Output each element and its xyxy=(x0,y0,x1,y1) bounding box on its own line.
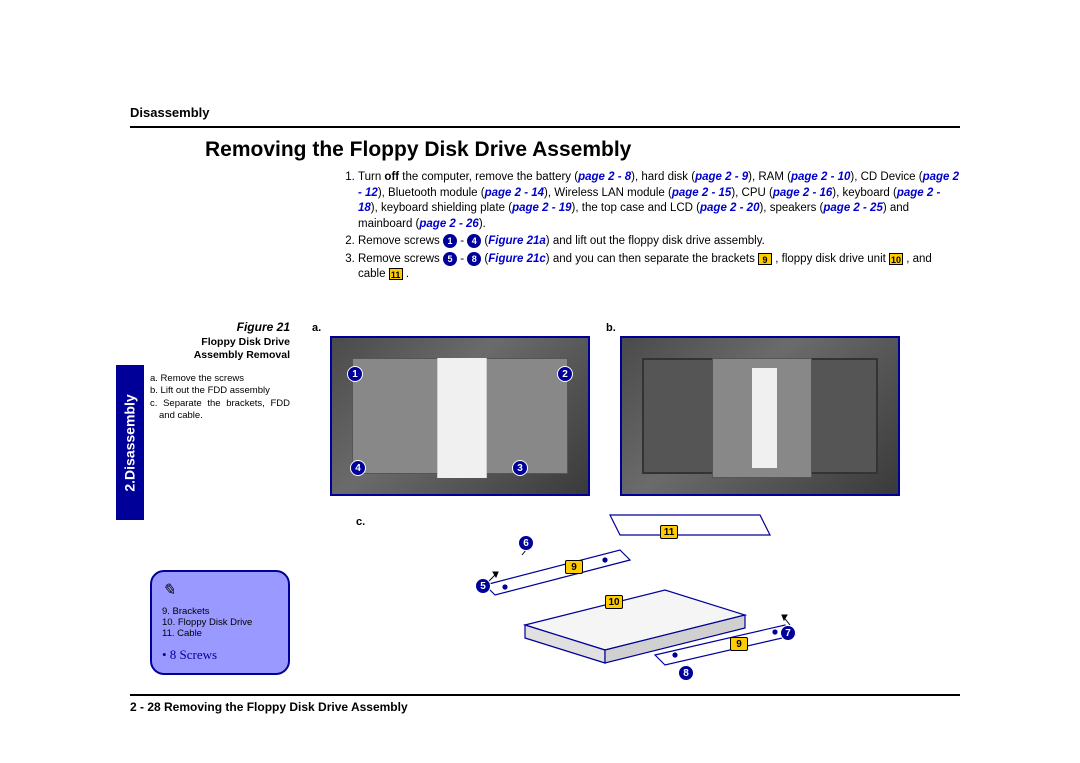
page-link[interactable]: page 2 - 25 xyxy=(823,202,882,214)
chapter-tab: 2.Disassembly xyxy=(116,365,144,520)
page-link[interactable]: page 2 - 20 xyxy=(700,202,759,214)
step-3: Remove screws 5 - 8 (Figure 21c) and you… xyxy=(358,252,960,283)
page-content: Disassembly Removing the Floppy Disk Dri… xyxy=(130,105,960,285)
callout-num: 5 xyxy=(443,252,457,266)
callout-4: 4 xyxy=(350,460,366,476)
page-link[interactable]: page 2 - 14 xyxy=(485,187,544,199)
figure-subtitle: Floppy Disk Drive xyxy=(150,336,290,350)
note-item: 9. Brackets xyxy=(162,606,278,617)
callout-8: 8 xyxy=(678,665,694,681)
page-title: Removing the Floppy Disk Drive Assembly xyxy=(205,138,960,162)
pencil-icon: ✎ xyxy=(162,580,278,600)
callout-9: 9 xyxy=(730,637,748,651)
page-link[interactable]: page 2 - 10 xyxy=(791,171,850,183)
callout-2: 2 xyxy=(557,366,573,382)
note-item: 10. Floppy Disk Drive xyxy=(162,617,278,628)
page-link[interactable]: page 2 - 16 xyxy=(773,187,832,199)
chapter-tab-label: 2.Disassembly xyxy=(122,394,138,491)
callout-sq: 11 xyxy=(389,268,403,280)
callout-5: 5 xyxy=(475,578,491,594)
callout-9: 9 xyxy=(565,560,583,574)
figure-21a-photo: 1 2 3 4 xyxy=(330,336,590,496)
figure-subtitle: Assembly Removal xyxy=(150,349,290,363)
screw-count: • 8 Screws xyxy=(162,647,278,663)
figure-substeps: a. Remove the screws b. Lift out the FDD… xyxy=(150,373,290,422)
figure-caption: Figure 21 Floppy Disk Drive Assembly Rem… xyxy=(150,320,290,422)
callout-3: 3 xyxy=(512,460,528,476)
header-rule xyxy=(130,126,960,128)
page-link[interactable]: page 2 - 8 xyxy=(578,171,631,183)
callout-sq: 10 xyxy=(889,253,903,265)
subfig-label-a: a. xyxy=(312,322,321,334)
figure-link[interactable]: Figure 21c xyxy=(488,253,546,265)
callout-sq: 9 xyxy=(758,253,772,265)
figure-21c-diagram: 5 6 7 8 9 9 10 11 xyxy=(430,510,830,690)
step-2: Remove screws 1 - 4 (Figure 21a) and lif… xyxy=(358,234,960,250)
callout-10: 10 xyxy=(605,595,623,609)
exploded-view-svg xyxy=(430,510,830,690)
instruction-steps: Turn off the computer, remove the batter… xyxy=(340,170,960,283)
page-link[interactable]: page 2 - 26 xyxy=(419,218,478,230)
callout-11: 11 xyxy=(660,525,678,539)
callout-7: 7 xyxy=(780,625,796,641)
callout-6: 6 xyxy=(518,535,534,551)
callout-num: 1 xyxy=(443,234,457,248)
step-1: Turn off the computer, remove the batter… xyxy=(358,170,960,232)
subfig-label-c: c. xyxy=(356,516,365,528)
callout-num: 8 xyxy=(467,252,481,266)
subfig-label-b: b. xyxy=(606,322,616,334)
callout-1: 1 xyxy=(347,366,363,382)
callout-num: 4 xyxy=(467,234,481,248)
figure-21b-photo xyxy=(620,336,900,496)
page-link[interactable]: page 2 - 15 xyxy=(672,187,731,199)
page-link[interactable]: page 2 - 19 xyxy=(512,202,571,214)
note-item: 11. Cable xyxy=(162,628,278,639)
section-header: Disassembly xyxy=(130,105,960,120)
figure-link[interactable]: Figure 21a xyxy=(488,235,546,247)
page-link[interactable]: page 2 - 9 xyxy=(695,171,748,183)
note-box: ✎ 9. Brackets 10. Floppy Disk Drive 11. … xyxy=(150,570,290,675)
footer-rule xyxy=(130,694,960,696)
figure-number: Figure 21 xyxy=(150,320,290,336)
page-footer: 2 - 28 Removing the Floppy Disk Drive As… xyxy=(130,700,408,714)
